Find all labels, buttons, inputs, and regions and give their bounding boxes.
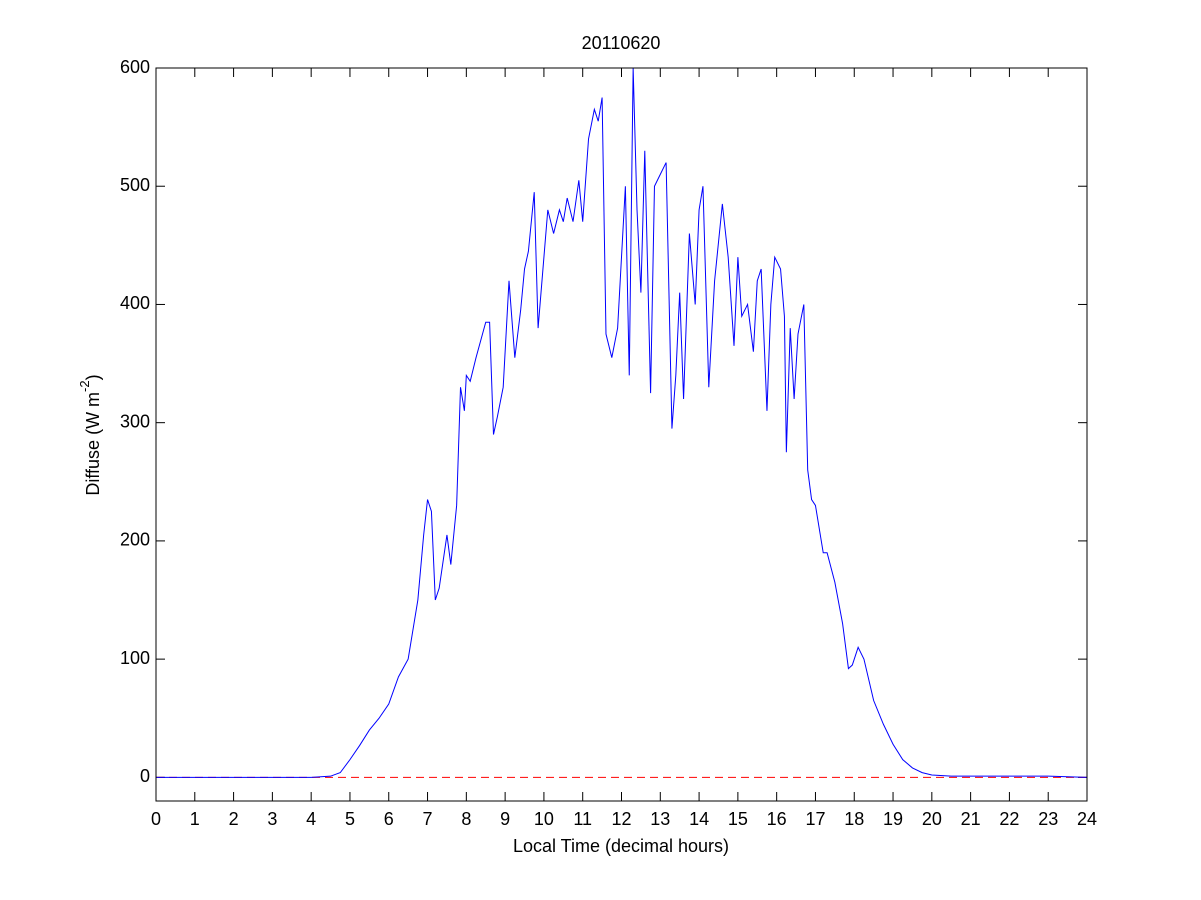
chart-title: 20110620 [582, 33, 661, 53]
y-tick-label: 300 [120, 411, 150, 431]
x-tick-label: 20 [922, 809, 942, 829]
y-tick-label: 0 [140, 766, 150, 786]
y-label-superscript: -2 [77, 380, 92, 392]
x-tick-label: 14 [689, 809, 709, 829]
x-tick-label: 23 [1038, 809, 1058, 829]
x-tick-label: 5 [345, 809, 355, 829]
x-tick-label: 2 [229, 809, 239, 829]
x-tick-label: 9 [500, 809, 510, 829]
y-label-text: Diffuse (W m [83, 392, 103, 496]
x-tick-label: 8 [461, 809, 471, 829]
y-axis-label: Diffuse (W m-2) [77, 374, 102, 495]
y-tick-label: 200 [120, 530, 150, 550]
y-tick-label: 100 [120, 648, 150, 668]
x-tick-label: 7 [423, 809, 433, 829]
x-axis-label: Local Time (decimal hours) [513, 836, 729, 856]
x-tick-label: 22 [999, 809, 1019, 829]
x-tick-label: 16 [767, 809, 787, 829]
y-tick-label: 500 [120, 175, 150, 195]
x-tick-label: 6 [384, 809, 394, 829]
x-tick-label: 3 [267, 809, 277, 829]
x-tick-label: 11 [573, 809, 592, 829]
x-tick-label: 17 [805, 809, 825, 829]
plot-frame [155, 67, 1088, 802]
x-tick-label: 10 [534, 809, 554, 829]
x-tick-label: 19 [883, 809, 903, 829]
x-tick-label: 21 [961, 809, 981, 829]
x-tick-label: 15 [728, 809, 748, 829]
x-tick-label: 4 [306, 809, 316, 829]
y-tick-label: 400 [120, 293, 150, 313]
y-label-suffix: ) [83, 374, 103, 380]
x-tick-label: 0 [151, 809, 161, 829]
y-tick-label: 600 [120, 57, 150, 77]
x-tick-label: 18 [844, 809, 864, 829]
x-tick-label: 13 [650, 809, 670, 829]
x-tick-label: 24 [1077, 809, 1097, 829]
x-tick-label: 12 [611, 809, 631, 829]
x-tick-label: 1 [190, 809, 200, 829]
